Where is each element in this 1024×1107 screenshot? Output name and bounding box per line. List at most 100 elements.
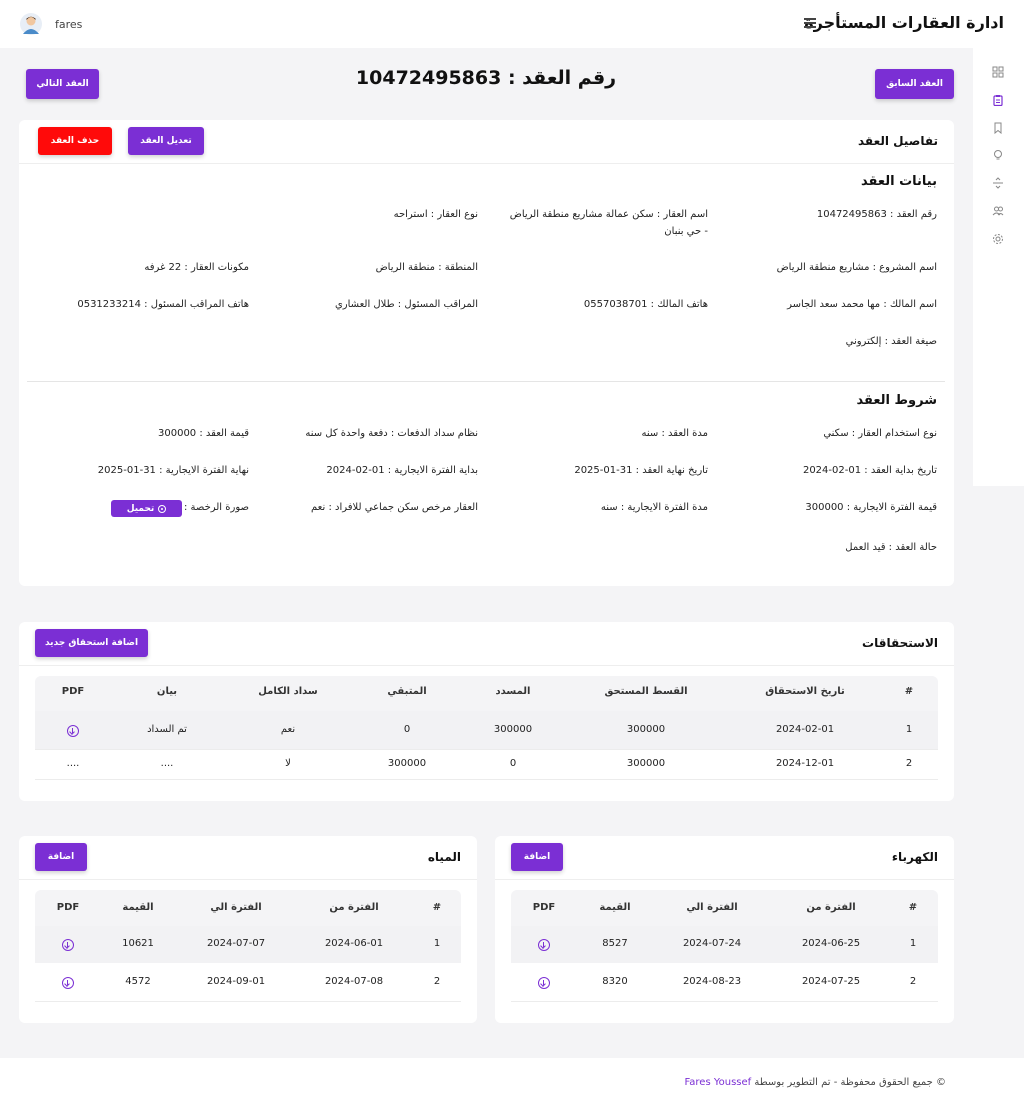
bookmark-icon[interactable] <box>992 122 1004 134</box>
rental-duration-field: مدة الفترة الايجارية : سنه <box>600 502 708 513</box>
property-components-field: مكونات العقار : 22 غرفه <box>144 262 249 273</box>
split-icon[interactable] <box>992 177 1004 189</box>
table-cell: 2 <box>433 976 441 987</box>
table-cell: 2024-07-08 <box>324 976 384 987</box>
pdf-download-icon[interactable] <box>67 725 79 737</box>
electricity-card: الكهرباء اضافة <box>495 836 954 1023</box>
table-header-cell: الفترة من <box>806 902 856 913</box>
end-date-field: تاريخ نهاية العقد : 31-01-2025 <box>574 465 708 476</box>
contract-status-field: حالة العقد : قيد العمل <box>845 542 937 553</box>
page-title: رقم العقد : 10472495863 <box>355 67 617 89</box>
table-cell: تم السداد <box>147 724 187 735</box>
rental-end-field: نهاية الفترة الايجارية : 31-01-2025 <box>97 465 249 476</box>
table-header-cell: المتبقي <box>387 686 427 697</box>
table-header-cell: # <box>904 686 914 697</box>
gear-icon[interactable] <box>992 233 1004 245</box>
table-cell: 2024-12-01 <box>775 758 835 769</box>
table-cell: 8320 <box>602 976 628 987</box>
table-header-cell: القسط المستحق <box>604 686 688 697</box>
clipboard-icon[interactable] <box>992 94 1004 106</box>
footer-author-link[interactable]: Fares Youssef <box>684 1077 752 1088</box>
table-header-cell: المسدد <box>495 686 531 697</box>
rental-start-field: بداية الفترة الايجارية : 01-02-2024 <box>326 465 478 476</box>
supervisor-phone-field: هاتف المراقب المسئول : 0531233214 <box>77 299 249 310</box>
menu-icon[interactable] <box>804 18 816 30</box>
table-cell: 2 <box>905 758 913 769</box>
table-cell: .... <box>160 758 174 769</box>
download-label: تحميل <box>126 503 155 514</box>
dues-card: الاستحقاقات اضافة استحقاق جديد <box>19 622 954 801</box>
electricity-title: الكهرباء <box>891 850 938 864</box>
next-contract-button[interactable]: العقد التالي <box>26 69 99 99</box>
dues-title: الاستحقاقات <box>862 636 938 650</box>
table-header-cell: الفترة الي <box>686 902 738 913</box>
table-cell: 1 <box>905 724 913 735</box>
start-date-field: تاريخ بداية العقد : 01-02-2024 <box>802 465 937 476</box>
region-field: المنطقة : منطقة الرياض <box>375 262 478 273</box>
table-cell: 1 <box>909 938 917 949</box>
table-cell: لا <box>285 758 291 769</box>
add-electricity-button[interactable]: اضافة <box>511 843 563 871</box>
table-header-cell: PDF <box>532 902 556 913</box>
table-cell: 300000 <box>493 724 533 735</box>
usage-type-field: نوع استخدام العقار : سكني <box>823 428 937 439</box>
table-cell: 300000 <box>626 724 666 735</box>
footer: © جميع الحقوق محفوظة - تم التطوير بوسطة … <box>0 1058 1024 1107</box>
lightbulb-icon[interactable] <box>992 149 1004 161</box>
pdf-download-icon[interactable] <box>62 977 74 989</box>
top-bar: ادارة العقارات المستأجرة fares <box>0 0 1024 48</box>
table-cell: 4572 <box>125 976 151 987</box>
table-header-cell: PDF <box>61 686 85 697</box>
download-license-button[interactable]: تحميل <box>111 500 182 517</box>
pdf-download-icon[interactable] <box>538 977 550 989</box>
table-cell: 10621 <box>122 938 154 949</box>
pdf-download-icon[interactable] <box>62 939 74 951</box>
contract-value-field: قيمة العقد : 300000 <box>158 428 249 439</box>
table-cell: 2024-07-07 <box>206 938 266 949</box>
table-header-cell: بيان <box>156 686 178 697</box>
table-cell: 2024-06-01 <box>324 938 384 949</box>
footer-text: © جميع الحقوق محفوظة - تم التطوير بوسطة … <box>684 1077 946 1088</box>
table-header-cell: القيمة <box>599 902 631 913</box>
table-cell: 2024-02-01 <box>775 724 835 735</box>
project-name-field: اسم المشروع : مشاريع منطقة الرياض <box>776 262 937 273</box>
property-name-field: اسم العقار : سكن عمالة مشاريع منطقة الري… <box>509 209 708 237</box>
owner-name-field: اسم المالك : مها محمد سعد الجاسر <box>787 299 937 310</box>
contract-data-title: بيانات العقد <box>861 174 937 189</box>
table-cell: 8527 <box>602 938 628 949</box>
users-icon[interactable] <box>992 205 1004 217</box>
contract-duration-field: مدة العقد : سنه <box>641 428 708 439</box>
owner-phone-field: هاتف المالك : 0557038701 <box>583 299 708 310</box>
table-cell: .... <box>66 758 80 769</box>
table-cell: 1 <box>433 938 441 949</box>
delete-contract-button[interactable]: حذف العقد <box>38 127 112 155</box>
table-cell: 2024-06-25 <box>801 938 861 949</box>
table-header-cell: سداد الكامل <box>258 686 318 697</box>
dashboard-icon[interactable] <box>992 66 1004 78</box>
table-cell: 2024-09-01 <box>206 976 266 987</box>
table-cell: 0 <box>509 758 517 769</box>
property-type-field: نوع العقار : استراحه <box>393 209 478 220</box>
table-cell: 2024-07-24 <box>682 938 742 949</box>
add-due-button[interactable]: اضافة استحقاق جديد <box>35 629 148 657</box>
user-profile[interactable]: fares <box>20 12 82 36</box>
table-header-cell: # <box>432 902 442 913</box>
card-title: تفاصيل العقد <box>858 134 938 148</box>
app-title: ادارة العقارات المستأجرة <box>804 13 1004 32</box>
table-cell: 300000 <box>626 758 666 769</box>
add-water-button[interactable]: اضافة <box>35 843 87 871</box>
table-header-cell: # <box>908 902 918 913</box>
payment-system-field: نظام سداد الدفعات : دفعة واحدة كل سنه <box>305 428 478 439</box>
edit-contract-button[interactable]: تعديل العقد <box>128 127 204 155</box>
table-header-cell: الفترة الي <box>210 902 262 913</box>
table-cell: 2024-08-23 <box>682 976 742 987</box>
license-image-label: صورة الرخصة : <box>183 502 249 513</box>
pdf-download-icon[interactable] <box>538 939 550 951</box>
table-cell: 0 <box>403 724 411 735</box>
username: fares <box>55 17 83 31</box>
table-header-cell: تاريخ الاستحقاق <box>765 686 845 697</box>
table-cell: 2024-07-25 <box>801 976 861 987</box>
terms-title: شروط العقد <box>856 393 937 408</box>
prev-contract-button[interactable]: العقد السابق <box>875 69 954 99</box>
section-divider <box>27 381 945 382</box>
